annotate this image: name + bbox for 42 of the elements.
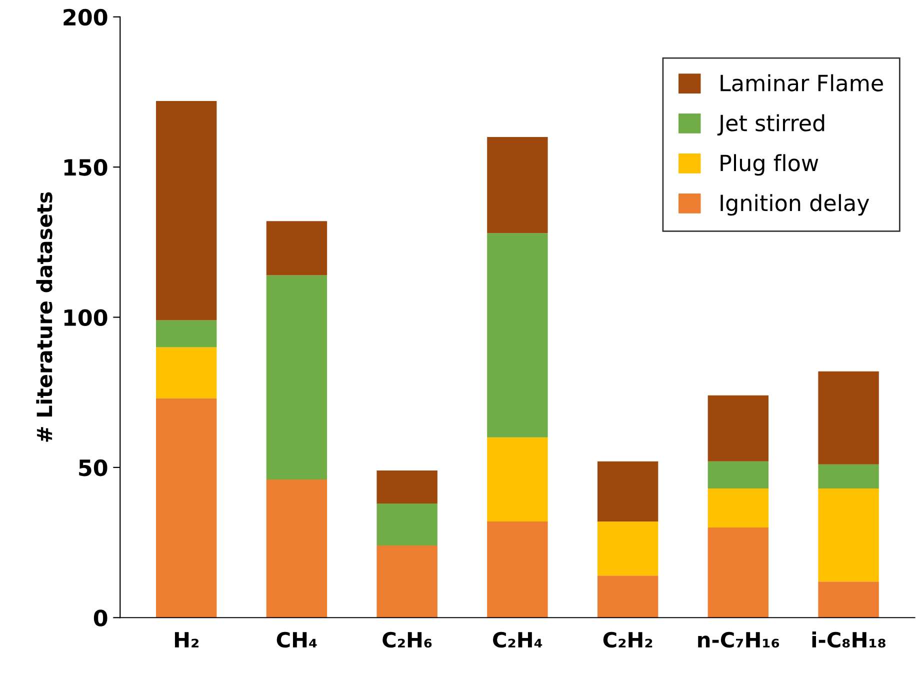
bar bbox=[376, 503, 438, 546]
x-tick-label: i-C₈H₁₈ bbox=[812, 632, 886, 648]
y-tick-label: 100 bbox=[64, 309, 108, 326]
bar bbox=[708, 461, 769, 488]
legend-label: Jet stirred bbox=[717, 114, 824, 136]
bar bbox=[818, 582, 879, 618]
bar bbox=[156, 347, 217, 398]
bar bbox=[708, 488, 769, 528]
x-tick-label: C₂H₄ bbox=[492, 632, 542, 648]
bar bbox=[266, 221, 328, 276]
y-tick-label: 150 bbox=[64, 159, 108, 176]
bar bbox=[156, 320, 217, 348]
bar bbox=[266, 479, 328, 618]
legend-label: Plug flow bbox=[720, 154, 818, 176]
bar bbox=[487, 437, 548, 522]
bar bbox=[597, 576, 658, 618]
bar bbox=[818, 488, 879, 582]
y-tick-label: 200 bbox=[64, 8, 108, 26]
x-tick-label: C₂H₆ bbox=[382, 632, 432, 648]
bar bbox=[266, 275, 328, 480]
y-axis-title: # Literature datasets bbox=[36, 192, 52, 442]
x-tick-label: H₂ bbox=[174, 632, 198, 648]
bar bbox=[597, 522, 658, 576]
bar bbox=[487, 522, 548, 618]
bar bbox=[597, 461, 658, 522]
bar bbox=[487, 233, 548, 438]
legend-label: Ignition delay bbox=[720, 194, 870, 216]
y-tick-label: 50 bbox=[79, 459, 108, 476]
bar bbox=[708, 395, 769, 462]
y-tick-label: 0 bbox=[94, 610, 108, 626]
x-tick-label: CH₄ bbox=[276, 632, 317, 648]
bar bbox=[376, 546, 438, 618]
bar bbox=[818, 371, 879, 464]
bar bbox=[376, 470, 438, 504]
bar bbox=[156, 398, 217, 618]
bar bbox=[156, 100, 217, 320]
bar bbox=[818, 464, 879, 488]
bar bbox=[708, 528, 769, 618]
x-tick-label: C₂H₂ bbox=[603, 632, 652, 648]
x-tick-label: n-C₇H₁₆ bbox=[698, 632, 780, 648]
legend-label: Laminar Flame bbox=[720, 74, 883, 92]
bar bbox=[487, 137, 548, 234]
